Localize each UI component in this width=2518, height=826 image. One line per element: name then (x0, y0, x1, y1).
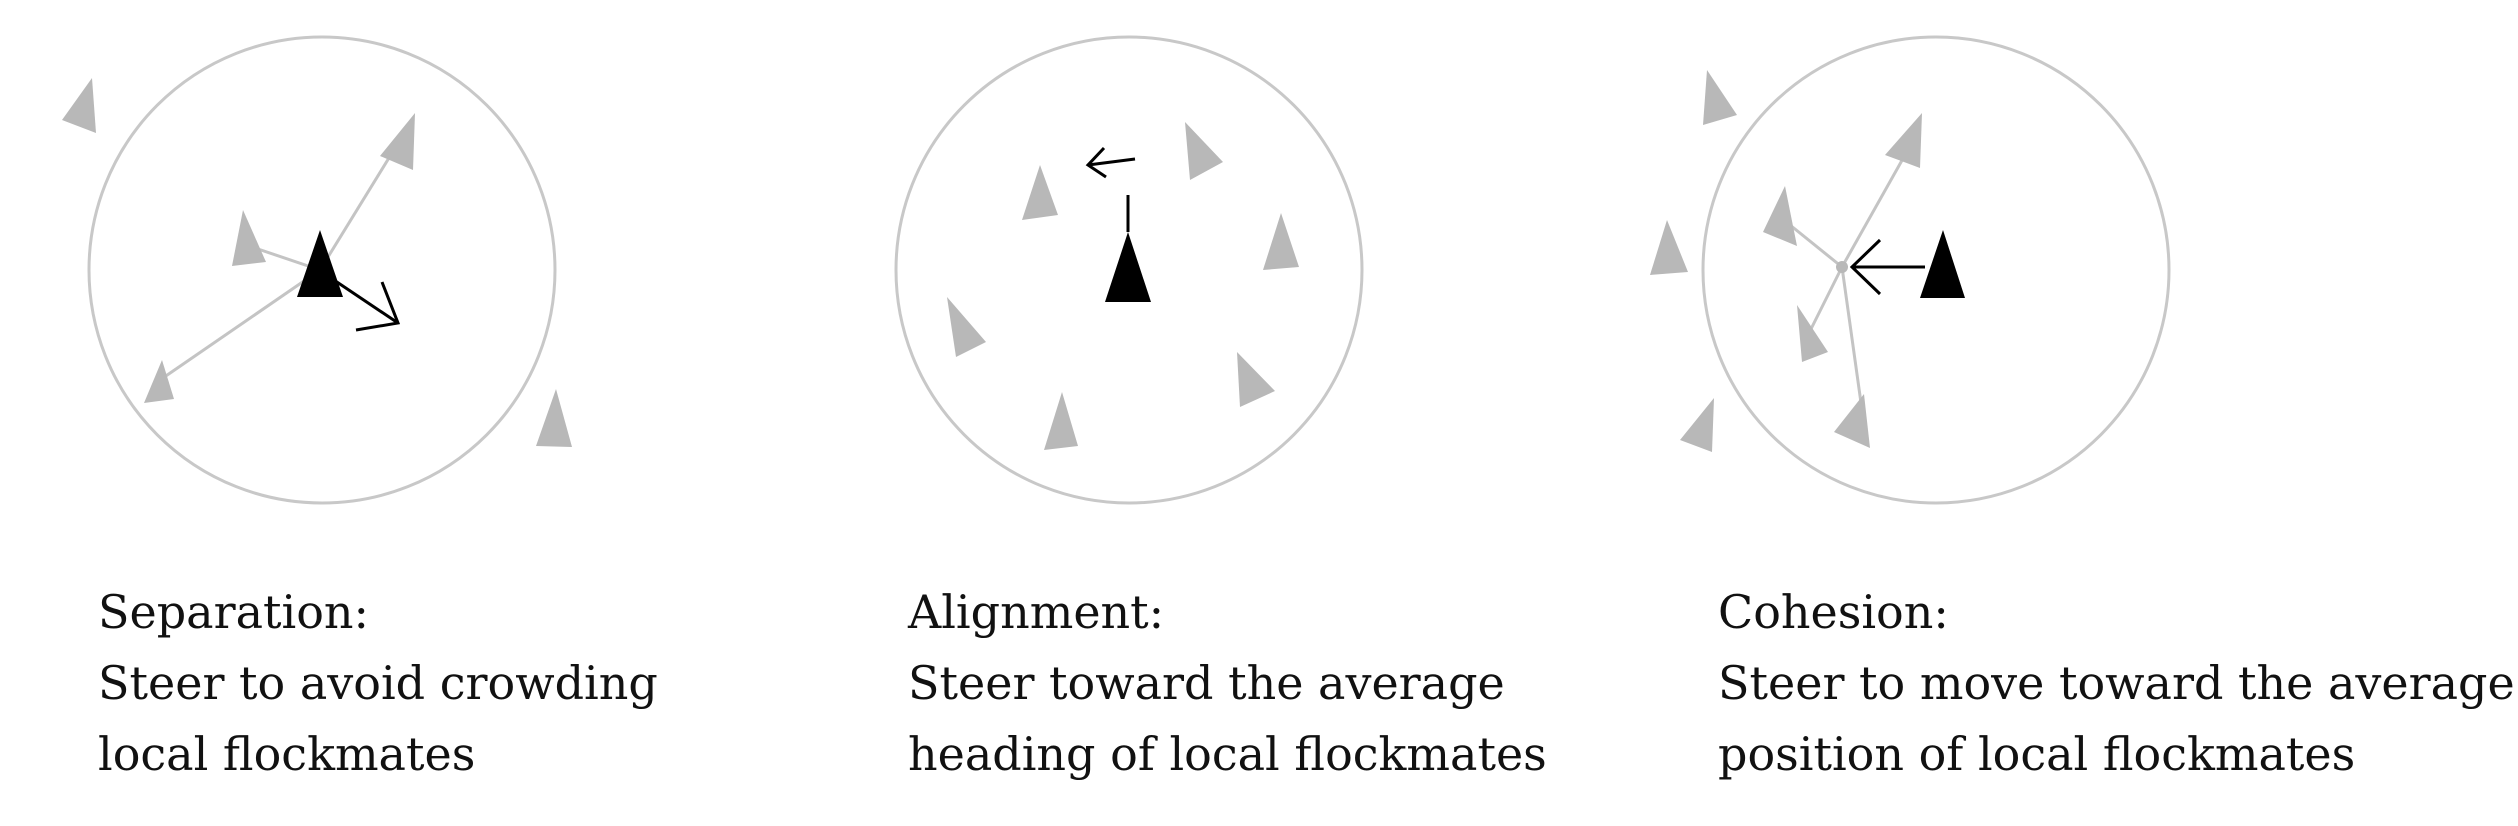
neighbor-boid (232, 210, 266, 266)
panel-line2: position of local flockmates (1718, 727, 2356, 781)
separation-panel: Separation: Steer to avoid crowding loca… (0, 0, 800, 826)
steering-arrow (321, 270, 401, 332)
cohesion-caption: Cohesion: Steer to move toward the avera… (1718, 577, 2515, 790)
panel-line1: Steer toward the average (908, 656, 1505, 710)
focal-boid (297, 230, 343, 297)
separation-diagram (62, 35, 572, 505)
neighborhood-circle (87, 35, 557, 505)
neighbor-boid (1834, 394, 1870, 448)
average-position-point (1836, 261, 1848, 273)
steering-arrow (1849, 238, 1925, 296)
neighbor-boid (1022, 165, 1058, 220)
neighbor-line (318, 139, 402, 271)
panel-line2: heading of local flockmates (908, 727, 1547, 781)
neighbor-boid (536, 389, 572, 447)
neighbor-boid (1044, 392, 1078, 450)
neighbor-boid (1885, 113, 1922, 168)
neighbor-line (1789, 223, 1843, 269)
neighbor-boid (1680, 398, 1714, 452)
alignment-diagram (894, 35, 1364, 505)
neighbor-boid (947, 297, 986, 357)
neighbor-boid (1237, 352, 1275, 407)
neighbor-line (1840, 266, 1864, 411)
alignment-caption: Alignment: Steer toward the average head… (908, 577, 1547, 790)
panel-line2: local flockmates (98, 727, 476, 781)
neighbor-boid (1263, 213, 1299, 270)
neighbor-boid (380, 113, 415, 170)
neighbor-boid (1185, 122, 1223, 180)
neighbor-line (1840, 154, 1907, 268)
neighbor-boid (144, 360, 174, 403)
neighbor-boid (1703, 70, 1737, 125)
neighbor-boid (1650, 220, 1688, 275)
cohesion-panel: Cohesion: Steer to move toward the avera… (1620, 0, 2515, 826)
neighbor-line (159, 268, 321, 382)
panel-line1: Steer to avoid crowding (98, 656, 658, 710)
focal-boid (1105, 232, 1151, 302)
focal-boid (1920, 230, 1965, 298)
panel-line1: Steer to move toward the average (1718, 656, 2515, 710)
panel-title: Cohesion: (1718, 585, 1949, 639)
neighbor-line (1806, 266, 1844, 336)
cohesion-diagram (1650, 35, 2171, 505)
neighbor-boid (62, 78, 96, 133)
alignment-panel: Alignment: Steer toward the average head… (810, 0, 1610, 826)
separation-caption: Separation: Steer to avoid crowding loca… (98, 577, 658, 790)
neighbor-boid (1797, 305, 1828, 362)
neighborhood-circle (894, 35, 1364, 505)
average-heading-arrow (1085, 146, 1136, 179)
neighbor-boid (1763, 186, 1797, 246)
neighborhood-circle (1701, 35, 2171, 505)
panel-title: Separation: (98, 585, 370, 639)
panel-title: Alignment: (908, 585, 1165, 639)
